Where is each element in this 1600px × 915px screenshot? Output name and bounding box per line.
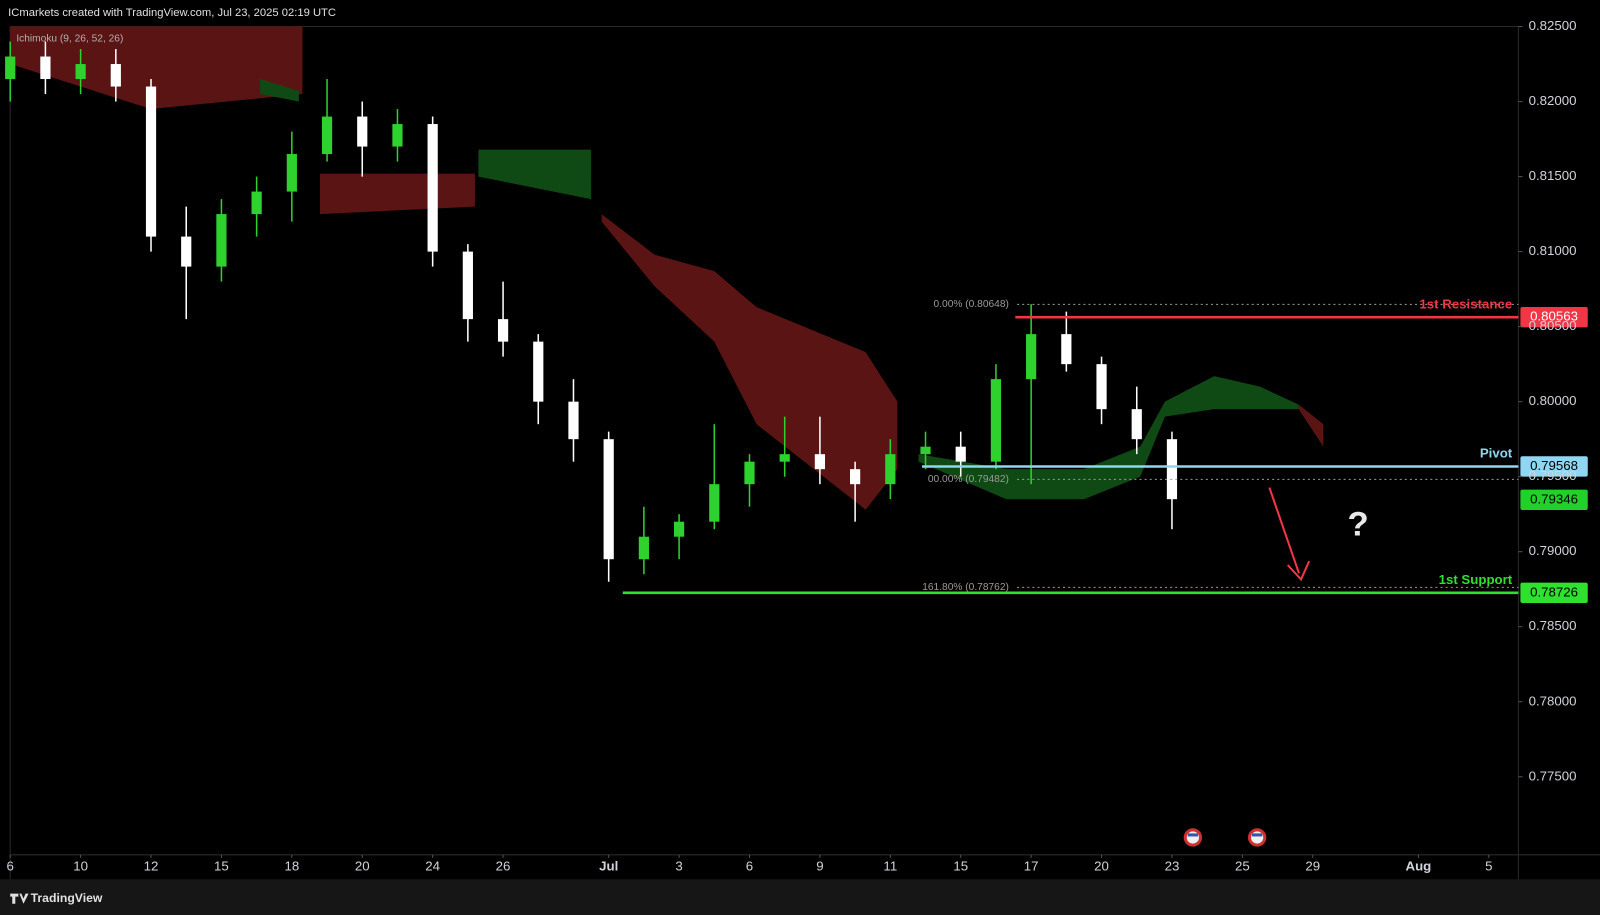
candle-body xyxy=(779,454,790,462)
candle-body xyxy=(110,64,121,87)
candle-body xyxy=(1096,364,1107,410)
annotation: ? xyxy=(1348,506,1369,544)
event-icon xyxy=(1247,828,1267,847)
header-title: ICmarkets created with TradingView.com, … xyxy=(8,7,336,19)
candle-body xyxy=(497,319,509,342)
candle-body xyxy=(392,124,403,147)
candle-body xyxy=(216,214,227,267)
x-tick-label: 18 xyxy=(284,859,299,874)
indicator-label: Ichimoku (9, 26, 52, 26) xyxy=(16,33,123,44)
cloud xyxy=(478,149,592,200)
cloud xyxy=(918,376,1299,500)
x-tick-label: 29 xyxy=(1305,859,1320,874)
candle-body xyxy=(5,56,16,80)
cloud xyxy=(1298,404,1324,447)
x-tick-label: 25 xyxy=(1235,859,1250,874)
level-tag-label: 0.80563 xyxy=(1530,309,1578,324)
candle-body xyxy=(75,64,86,80)
candle-body xyxy=(709,484,720,522)
footer-logo xyxy=(10,893,29,904)
x-tick-label: Jul xyxy=(599,859,618,874)
cloud xyxy=(260,79,299,102)
candle-body xyxy=(321,116,333,155)
level-tag-label: 0.79568 xyxy=(1530,458,1578,473)
x-tick-label: 20 xyxy=(1094,859,1109,874)
fib-label: 0.00% (0.80648) xyxy=(934,299,1009,310)
candle-body xyxy=(603,439,614,560)
candle-body xyxy=(990,379,1002,462)
x-tick-label: 26 xyxy=(496,859,511,874)
y-tick-label: 0.80000 xyxy=(1529,393,1577,408)
candle-body xyxy=(1026,334,1037,380)
candle-body xyxy=(814,454,826,470)
x-tick-label: 20 xyxy=(355,859,370,874)
x-tick-label: 6 xyxy=(746,859,753,874)
x-tick-label: Aug xyxy=(1406,859,1432,874)
event-icon xyxy=(1183,828,1203,847)
cloud xyxy=(601,214,898,510)
y-tick-label: 0.79000 xyxy=(1529,543,1577,558)
x-tick-label: 11 xyxy=(883,859,897,874)
level-name: Pivot xyxy=(1480,446,1513,461)
price-tag-label: 0.79346 xyxy=(1530,491,1578,506)
y-tick-label: 0.78000 xyxy=(1529,693,1577,708)
x-tick-label: 10 xyxy=(73,859,88,874)
candle-body xyxy=(251,191,262,215)
y-tick-label: 0.77500 xyxy=(1529,768,1577,783)
candle-body xyxy=(40,56,51,80)
x-tick-label: 23 xyxy=(1165,859,1180,874)
candle-body xyxy=(1166,439,1178,500)
candle-body xyxy=(885,454,896,485)
x-tick-label: 15 xyxy=(214,859,229,874)
y-tick-label: 0.80500 xyxy=(1529,318,1577,333)
fib-label: 00.00% (0.79482) xyxy=(928,474,1009,485)
candle-body xyxy=(533,341,544,402)
y-tick-label: 0.81000 xyxy=(1529,243,1577,258)
price-tag xyxy=(1520,489,1588,510)
candle-body xyxy=(1131,409,1142,440)
candle-body xyxy=(427,124,438,252)
x-tick-label: 17 xyxy=(1024,859,1039,874)
level-name: 1st Support xyxy=(1439,572,1513,587)
level-tag xyxy=(1520,456,1588,477)
y-tick-label: 0.78500 xyxy=(1529,618,1577,633)
y-tick-label: 0.79500 xyxy=(1529,468,1577,483)
level-tag xyxy=(1520,306,1588,328)
fib-label: 161.80% (0.78762) xyxy=(922,582,1009,593)
cloud xyxy=(10,26,303,110)
level-tag xyxy=(1520,582,1588,604)
y-tick-label: 0.82500 xyxy=(1529,18,1577,33)
candle-body xyxy=(568,401,579,440)
arrow xyxy=(1268,487,1300,574)
x-tick-label: 12 xyxy=(144,859,159,874)
candle-body xyxy=(744,461,755,485)
x-tick-label: 15 xyxy=(953,859,968,874)
level-tag-label: 0.78726 xyxy=(1530,584,1578,599)
level-name: 1st Resistance xyxy=(1419,296,1512,311)
main-layer: 0.00% (0.80648) 00.00% (0.79482) 161.80% (… xyxy=(5,41,1588,604)
x-tick-label: 6 xyxy=(7,859,14,874)
candle-body xyxy=(145,86,157,237)
x-tick-label: 3 xyxy=(675,859,682,874)
candle-body xyxy=(1061,334,1072,365)
candle-body xyxy=(850,469,861,485)
candle-body xyxy=(181,236,192,267)
candle-body xyxy=(462,251,473,320)
arrow-head xyxy=(1287,560,1311,582)
candle-body xyxy=(673,521,685,537)
y-tick-label: 0.82000 xyxy=(1529,93,1577,108)
candle-body xyxy=(955,446,966,462)
y-tick-label: 0.81500 xyxy=(1529,168,1577,183)
footer-brand: TradingView xyxy=(31,891,103,905)
footer-bar xyxy=(0,879,1600,915)
candle-body xyxy=(286,154,297,192)
candle-body xyxy=(920,446,931,455)
x-tick-label: 9 xyxy=(816,859,823,874)
candle-body xyxy=(638,536,649,560)
x-tick-label: 5 xyxy=(1485,859,1492,874)
candle-body xyxy=(357,116,368,147)
x-tick-label: 24 xyxy=(425,859,440,874)
